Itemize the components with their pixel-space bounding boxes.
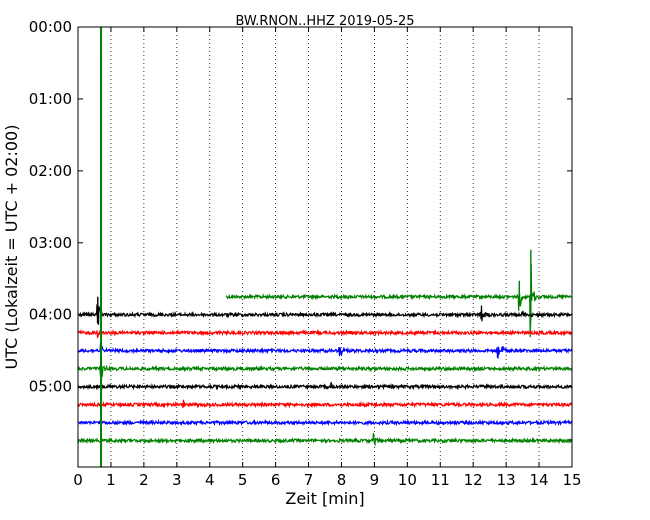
x-tick-label: 4 bbox=[205, 471, 215, 489]
x-tick-label: 12 bbox=[464, 471, 483, 489]
trace-0430 bbox=[77, 342, 573, 360]
grid-lines bbox=[110, 27, 540, 467]
trace-0515 bbox=[77, 399, 573, 409]
x-tick-label: 2 bbox=[139, 471, 149, 489]
x-tick-label: 8 bbox=[337, 471, 347, 489]
y-tick-label: 04:00 bbox=[29, 306, 72, 324]
trace-0530 bbox=[77, 418, 573, 427]
y-tick-label: 03:00 bbox=[29, 234, 72, 252]
y-tick-label: 01:00 bbox=[29, 90, 72, 108]
x-tick-label: 7 bbox=[304, 471, 314, 489]
chart-title: BW.RNON..HHZ 2019-05-25 bbox=[235, 14, 414, 29]
y-tick-label: 02:00 bbox=[29, 162, 72, 180]
plot-frame bbox=[77, 26, 573, 468]
x-tick-label: 9 bbox=[370, 471, 380, 489]
trace-0545 bbox=[77, 432, 573, 447]
trace-0415 bbox=[77, 329, 573, 339]
x-axis-label: Zeit [min] bbox=[285, 489, 364, 508]
x-tick-label: 10 bbox=[398, 471, 417, 489]
x-tick-label: 13 bbox=[497, 471, 516, 489]
y-tick-label: 05:00 bbox=[29, 378, 72, 396]
x-tick-label: 3 bbox=[172, 471, 182, 489]
y-axis-label: UTC (Lokalzeit = UTC + 02:00) bbox=[2, 125, 21, 370]
x-tick-label: 6 bbox=[271, 471, 281, 489]
x-tick-label: 5 bbox=[238, 471, 248, 489]
trace-0400 bbox=[77, 304, 573, 325]
trace-0500 bbox=[77, 382, 573, 391]
trace-0345 bbox=[225, 263, 573, 338]
x-tick-label: 14 bbox=[530, 471, 549, 489]
x-tick-label: 1 bbox=[106, 471, 116, 489]
y-tick-label: 00:00 bbox=[29, 18, 72, 36]
tick-layer: 0 1 2 3 4 5 6 7 8 9 10 11 12 13 14 1500:0001:0002:0003:… bbox=[29, 18, 582, 489]
x-tick-label: 15 bbox=[562, 471, 581, 489]
trace-layer bbox=[77, 27, 573, 467]
trace-0445 bbox=[77, 364, 573, 378]
x-tick-label: 0 bbox=[73, 471, 83, 489]
x-tick-label: 11 bbox=[431, 471, 450, 489]
